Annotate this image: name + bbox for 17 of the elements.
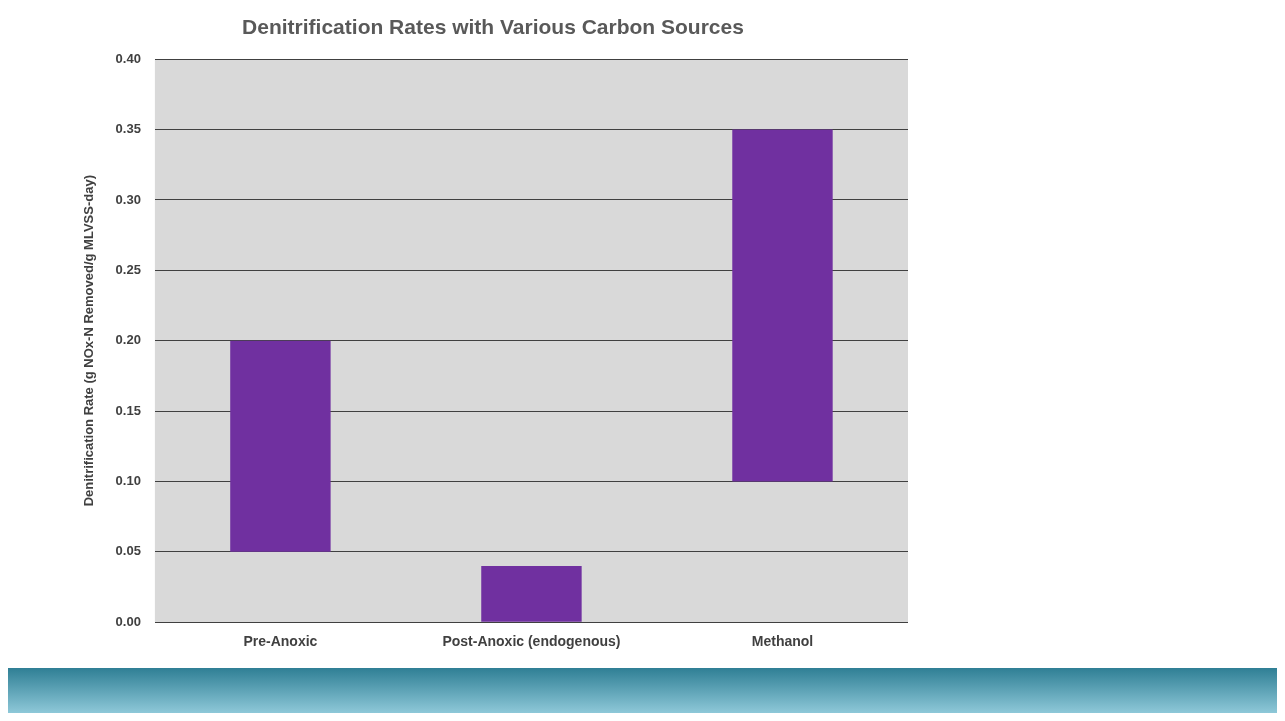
- y-axis-title: Denitrification Rate (g NOx-N Removed/g MLVSS-day): [81, 175, 97, 507]
- x-tick-label: Post-Anoxic (endogenous): [442, 633, 621, 650]
- y-tick-label: 0.35: [115, 121, 141, 137]
- bar: [481, 565, 582, 622]
- chart-title: Denitrification Rates with Various Carbon Sources: [242, 15, 744, 39]
- y-tick-label: 0.00: [115, 613, 141, 629]
- y-tick-label: 0.40: [115, 50, 141, 66]
- y-tick-label: 0.20: [115, 332, 141, 348]
- x-tick-label: Pre-Anoxic: [243, 633, 318, 650]
- y-tick-label: 0.10: [115, 473, 141, 489]
- y-tick-label: 0.30: [115, 191, 141, 207]
- x-tick-label: Methanol: [751, 633, 814, 650]
- bar: [230, 340, 331, 552]
- y-tick-label: 0.15: [115, 402, 141, 418]
- y-tick-label: 0.05: [115, 543, 141, 559]
- y-tick-label: 0.25: [115, 261, 141, 277]
- bar: [732, 129, 833, 482]
